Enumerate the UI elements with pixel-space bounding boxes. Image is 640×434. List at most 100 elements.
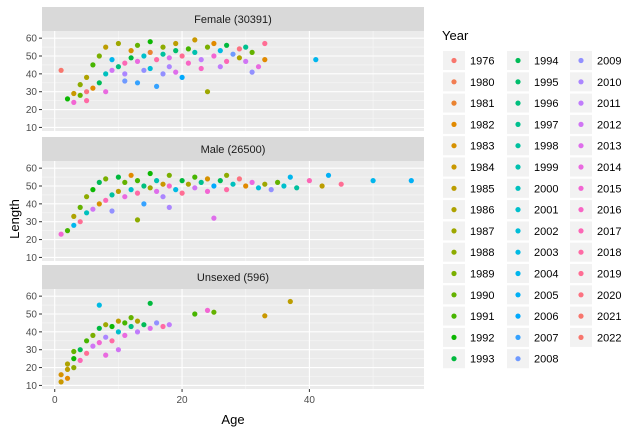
legend-label: 2002: [534, 226, 558, 238]
facet-strip: [42, 7, 424, 31]
legend-label: 1983: [470, 141, 494, 153]
legend-swatch: [578, 313, 584, 319]
data-point: [84, 210, 90, 216]
x-tick-label: 40: [304, 395, 316, 406]
legend-item: 1981: [443, 93, 494, 113]
data-point: [154, 83, 160, 89]
data-point: [58, 67, 64, 73]
legend-label: 1990: [470, 290, 494, 302]
data-point: [84, 74, 90, 80]
data-point: [281, 183, 287, 189]
legend-swatch: [578, 249, 584, 255]
legend-label: 2019: [597, 269, 621, 281]
legend-label: 2018: [597, 247, 621, 259]
data-point: [236, 176, 242, 182]
data-point: [275, 179, 281, 185]
data-point: [249, 49, 255, 56]
legend-items: 1976 1980 1981 1982 1983 1984 1985 1986 1987 1988…: [443, 51, 621, 369]
data-point: [96, 80, 102, 86]
legend-label: 2022: [597, 332, 621, 344]
legend-swatch: [515, 334, 521, 340]
x-tick-label: 0: [52, 395, 58, 406]
data-point: [128, 55, 134, 61]
data-point: [313, 57, 319, 63]
legend-label: 1986: [470, 205, 494, 217]
data-point: [306, 178, 312, 184]
legend-label: 1992: [470, 332, 494, 344]
data-point: [268, 187, 274, 193]
legend-item: 2003: [507, 242, 558, 262]
data-point: [166, 322, 172, 328]
data-point: [122, 194, 128, 200]
legend-swatch: [515, 249, 521, 255]
legend-item: 1987: [443, 221, 494, 241]
data-point: [287, 174, 293, 180]
legend-swatch: [451, 100, 457, 106]
legend-swatch: [515, 185, 521, 191]
legend-item: 1980: [443, 72, 494, 92]
facet-strip-label: Male (26500): [201, 144, 266, 156]
data-point: [204, 44, 211, 50]
data-point: [224, 58, 230, 64]
data-point: [103, 176, 109, 182]
legend-swatch: [578, 100, 584, 106]
data-point: [109, 67, 115, 73]
data-point: [192, 37, 198, 43]
data-point: [166, 55, 172, 61]
data-point: [134, 58, 141, 64]
y-tick-label: 40: [26, 199, 38, 210]
legend-item: 2007: [507, 327, 558, 347]
legend-label: 2004: [534, 269, 558, 281]
data-point: [370, 178, 376, 184]
data-point: [71, 222, 77, 228]
panel: Male (26500) 10 20 30 40 50 60: [26, 137, 424, 264]
legend-item: 1999: [507, 157, 558, 177]
legend-label: 2020: [597, 290, 621, 302]
legend-swatch: [451, 228, 457, 234]
y-tick-label: 30: [26, 217, 38, 228]
legend-swatch: [578, 334, 584, 340]
legend-label: 2005: [534, 290, 558, 302]
data-point: [147, 325, 153, 331]
data-point: [147, 39, 153, 45]
data-point: [160, 181, 166, 187]
data-point: [204, 307, 211, 313]
y-tick-label: 60: [26, 164, 38, 175]
legend-swatch: [515, 207, 521, 213]
data-point: [128, 48, 134, 54]
data-point: [96, 302, 102, 308]
legend-label: 2000: [534, 183, 558, 195]
y-tick-label: 60: [26, 34, 38, 45]
data-point: [64, 96, 71, 102]
legend-item: 1984: [443, 157, 494, 177]
legend-item: 2002: [507, 221, 558, 241]
data-point: [211, 40, 217, 47]
data-point: [84, 350, 90, 356]
data-point: [160, 323, 166, 330]
legend-label: 1991: [470, 311, 494, 323]
data-point: [154, 320, 160, 326]
legend-label: 2017: [597, 226, 621, 238]
data-point: [192, 174, 198, 180]
legend-swatch: [451, 249, 457, 255]
legend-label: 1989: [470, 269, 494, 281]
data-point: [147, 185, 153, 191]
legend-label: 2013: [597, 141, 621, 153]
legend-label: 2016: [597, 205, 621, 217]
data-point: [103, 89, 109, 95]
legend-label: 1976: [470, 56, 494, 68]
data-point: [71, 365, 77, 371]
data-point: [128, 172, 134, 178]
data-point: [115, 174, 121, 180]
data-point: [147, 49, 153, 56]
data-point: [192, 49, 198, 56]
data-point: [84, 89, 90, 95]
legend-swatch: [578, 270, 584, 277]
data-point: [134, 190, 141, 196]
legend-label: 2009: [597, 56, 621, 68]
data-point: [115, 64, 121, 70]
data-point: [204, 188, 211, 194]
data-point: [64, 375, 71, 381]
legend-swatch: [578, 292, 584, 298]
facet-strip: [42, 265, 424, 289]
